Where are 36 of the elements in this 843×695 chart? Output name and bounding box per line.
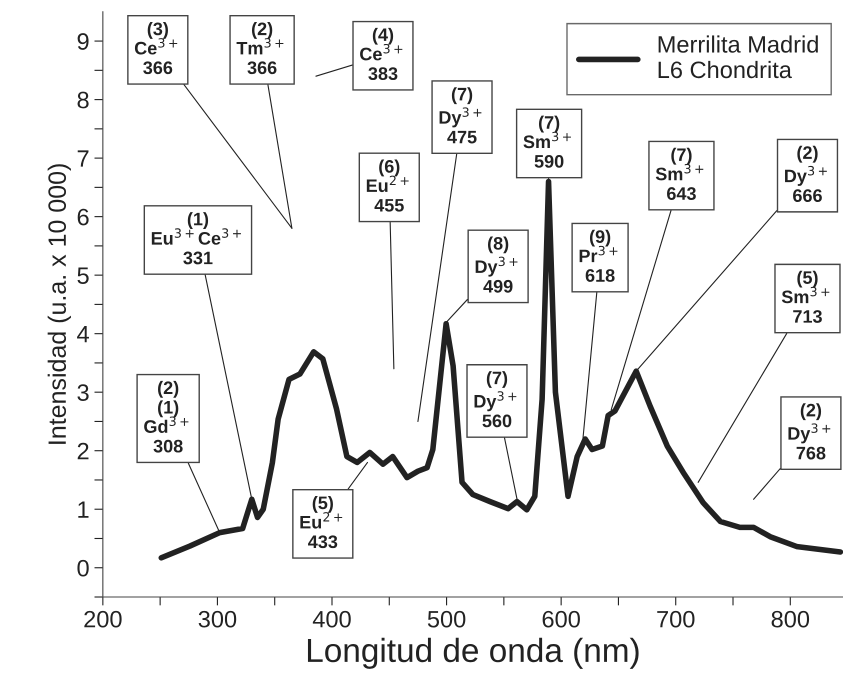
annotation: (2) Tm$^{3+}$ 366 — [236, 22, 284, 74]
y-tick-label: 0 — [77, 560, 89, 577]
x-tick-label: 800 — [772, 610, 810, 628]
annotation: (7) Dy$^{3+}$ 475 — [440, 87, 482, 144]
annotation: (7) Dy$^{3+}$ 560 — [474, 371, 516, 428]
y-tick-label: 9 — [78, 33, 89, 50]
y-tick-label: 8 — [78, 92, 89, 108]
y-tick-label: 5 — [77, 267, 89, 284]
annotation: (9) Pr$^{3+}$ 618 — [580, 230, 618, 282]
annotation: (5) Eu$^{2+}$ 433 — [300, 496, 342, 548]
y-tick-label: 1 — [78, 502, 88, 518]
annotation: (2) Dy$^{3+}$ 768 — [788, 403, 830, 460]
y-tick-label: 3 — [77, 384, 89, 401]
x-tick-label: 600 — [542, 610, 580, 628]
y-tick-label: 2 — [78, 442, 88, 460]
y-axis-title: Intensidad (u.a. x 10 000) — [48, 164, 71, 444]
annotation: (5) Sm$^{3+}$ 713 — [782, 270, 830, 323]
x-tick-label: 200 — [84, 610, 122, 628]
x-tick-label: 500 — [428, 610, 466, 628]
y-tick-label: 4 — [77, 326, 89, 342]
annotation: (4) Ce$^{3+}$ 383 — [360, 28, 402, 80]
annotation: (6) Eu$^{2+}$ 455 — [366, 160, 409, 212]
annotation: (7) Sm$^{3+}$ 643 — [656, 148, 704, 200]
x-tick-label: 400 — [312, 610, 351, 628]
legend-label: Merrilita Madrid L6 Chondrita — [658, 35, 818, 78]
annotation: (8) Dy$^{3+}$ 499 — [476, 236, 518, 293]
y-tick-label: 6 — [78, 208, 89, 226]
annotation: (7) Sm$^{3+}$ 590 — [523, 116, 571, 168]
x-tick-label: 700 — [657, 610, 694, 628]
annotation: (3) Ce$^{3+}$ 366 — [134, 22, 178, 74]
text: (1) Eu$^{3+}$Ce$^{3+}$ 331 — [152, 212, 241, 264]
x-tick-label: 300 — [198, 610, 236, 628]
x-axis-title: Longitud de onda (nm) — [308, 638, 639, 669]
annotation: (2) Dy$^{3+}$ 666 — [785, 146, 827, 202]
y-tick-label: 7 — [78, 150, 88, 167]
annotation: (2) (1) Gd$^{3+}$ 308 — [144, 380, 188, 453]
